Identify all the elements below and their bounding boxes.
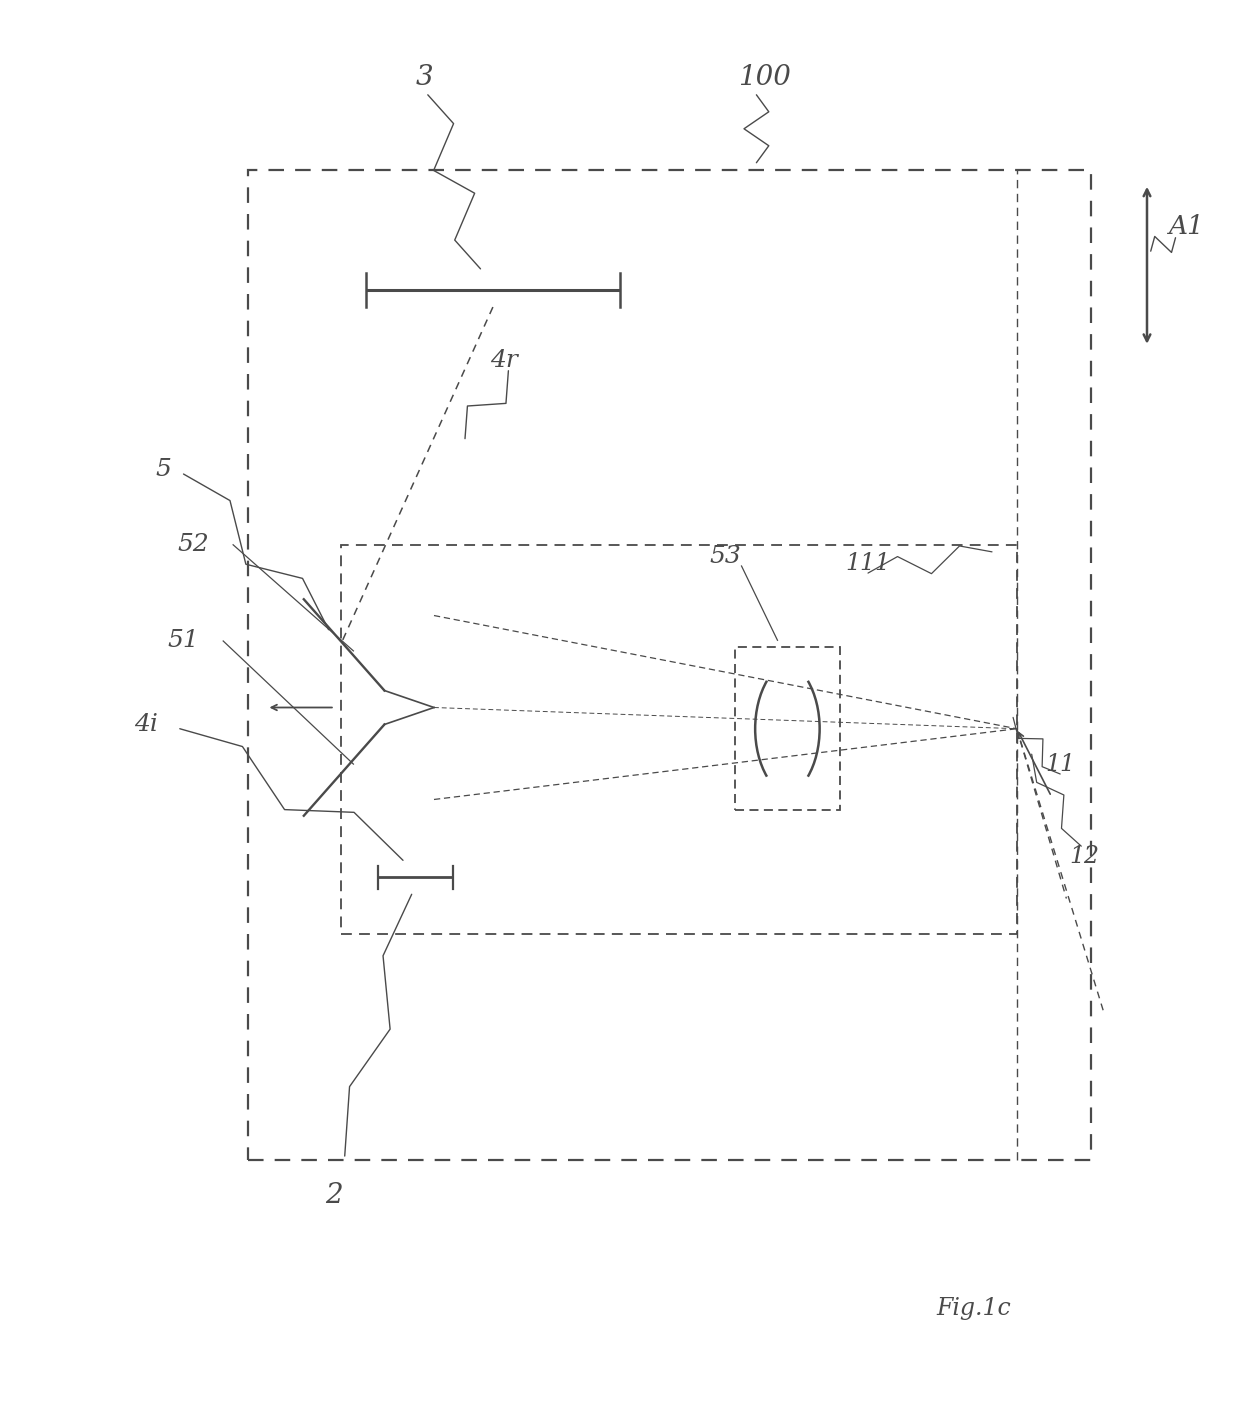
Text: 12: 12 [1069,845,1099,867]
Bar [734,648,841,809]
Text: A1: A1 [1168,214,1204,239]
Text: Fig.1c: Fig.1c [936,1298,1011,1320]
Text: 4r: 4r [490,350,517,372]
Text: 5: 5 [155,458,171,481]
Text: 4i: 4i [134,713,157,736]
Bar [341,545,1017,934]
Text: 100: 100 [738,64,791,92]
Text: 111: 111 [846,552,890,574]
Text: 53: 53 [709,545,742,567]
Bar [248,170,1091,1160]
Text: 51: 51 [167,630,200,652]
Text: 2: 2 [325,1182,342,1210]
Text: 3: 3 [415,64,433,92]
Text: 52: 52 [177,533,210,556]
Text: 11: 11 [1045,753,1075,775]
